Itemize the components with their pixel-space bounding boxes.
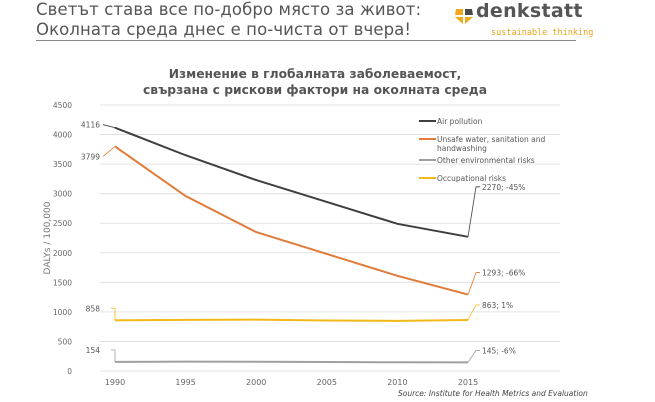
slide-title-line1: Светът става все по-добро място за живот… bbox=[36, 0, 422, 19]
start-value-label: 858 bbox=[86, 304, 101, 313]
label-leader bbox=[102, 124, 116, 129]
slide-title: Светът става все по-добро място за живот… bbox=[36, 0, 421, 40]
label-leader bbox=[467, 272, 480, 295]
series-line bbox=[114, 145, 469, 296]
y-axis-ticks: 0 500 1000 1500 2000 2500 3000 3500 4000 4500 bbox=[53, 101, 72, 376]
series-line bbox=[114, 126, 469, 238]
logo-tagline: sustainable thinking bbox=[491, 28, 594, 38]
legend-item: Air pollution bbox=[419, 117, 483, 126]
x-tick-label: 1990 bbox=[105, 378, 125, 387]
x-axis-ticks: 1990 1995 2000 2005 2010 2015 bbox=[105, 378, 478, 387]
label-leader bbox=[467, 186, 480, 237]
y-tick-label: 1500 bbox=[53, 278, 72, 287]
x-tick-label: 2005 bbox=[317, 378, 337, 387]
series-lines bbox=[114, 126, 469, 364]
y-tick-label: 0 bbox=[67, 367, 72, 376]
label-leader bbox=[467, 304, 480, 321]
y-tick-label: 4000 bbox=[53, 131, 72, 140]
legend-item: Occupational risks bbox=[419, 174, 506, 183]
source-note: Source: Institute for Health Metrics and… bbox=[398, 389, 588, 398]
x-tick-label: 1995 bbox=[175, 378, 195, 387]
chart-title: Изменение в глобалната заболеваемост, св… bbox=[120, 66, 510, 98]
legend-label-cont: handwashing bbox=[437, 144, 487, 153]
start-value-label: 154 bbox=[86, 346, 101, 355]
y-tick-label: 4500 bbox=[53, 101, 72, 110]
logo-wordmark: denkstatt bbox=[476, 0, 583, 22]
y-tick-label: 3000 bbox=[53, 190, 72, 199]
gridlines bbox=[100, 104, 560, 372]
legend-label: Unsafe water, sanitation and bbox=[437, 135, 545, 144]
start-value-label: 3799 bbox=[81, 152, 100, 161]
end-value-label: 145; -6% bbox=[482, 346, 516, 355]
logo-mark-icon bbox=[455, 9, 473, 24]
x-tick-label: 2010 bbox=[387, 378, 407, 387]
x-tick-label: 2015 bbox=[458, 378, 478, 387]
chart-title-line2: свързана с рискови фактори на околната с… bbox=[143, 83, 487, 97]
start-value-label: 4116 bbox=[81, 121, 100, 130]
end-value-label: 863; 1% bbox=[482, 301, 513, 310]
legend: Air pollution Unsafe water, sanitation an… bbox=[419, 117, 545, 183]
legend-label: Occupational risks bbox=[437, 174, 506, 183]
y-tick-label: 1000 bbox=[53, 308, 72, 317]
legend-label: Air pollution bbox=[437, 117, 483, 126]
y-tick-label: 2000 bbox=[53, 249, 72, 258]
y-axis-label: DALYs / 100,000 bbox=[43, 201, 53, 274]
label-leader bbox=[111, 307, 116, 321]
series-line bbox=[114, 360, 469, 364]
legend-item: Other environmental risks bbox=[419, 156, 535, 165]
slide-title-line2: Околната среда днес е по-чиста от вчера! bbox=[36, 20, 412, 39]
y-tick-label: 500 bbox=[58, 337, 73, 346]
end-value-label: 2270; -45% bbox=[482, 183, 525, 192]
end-value-label: 1293; -66% bbox=[482, 269, 525, 278]
y-tick-label: 3500 bbox=[53, 160, 72, 169]
data-labels: 4116 2270; -45% 3799 1293; -66% 154 145; -6% 8… bbox=[81, 121, 525, 363]
label-leader bbox=[111, 349, 116, 362]
chart-title-line1: Изменение в глобалната заболеваемост, bbox=[168, 67, 462, 81]
legend-label: Other environmental risks bbox=[437, 156, 535, 165]
header-divider bbox=[36, 40, 576, 41]
label-leader bbox=[102, 146, 116, 157]
y-tick-label: 2500 bbox=[53, 219, 72, 228]
series-line bbox=[114, 318, 469, 322]
label-leader bbox=[467, 350, 480, 363]
x-tick-label: 2000 bbox=[246, 378, 266, 387]
